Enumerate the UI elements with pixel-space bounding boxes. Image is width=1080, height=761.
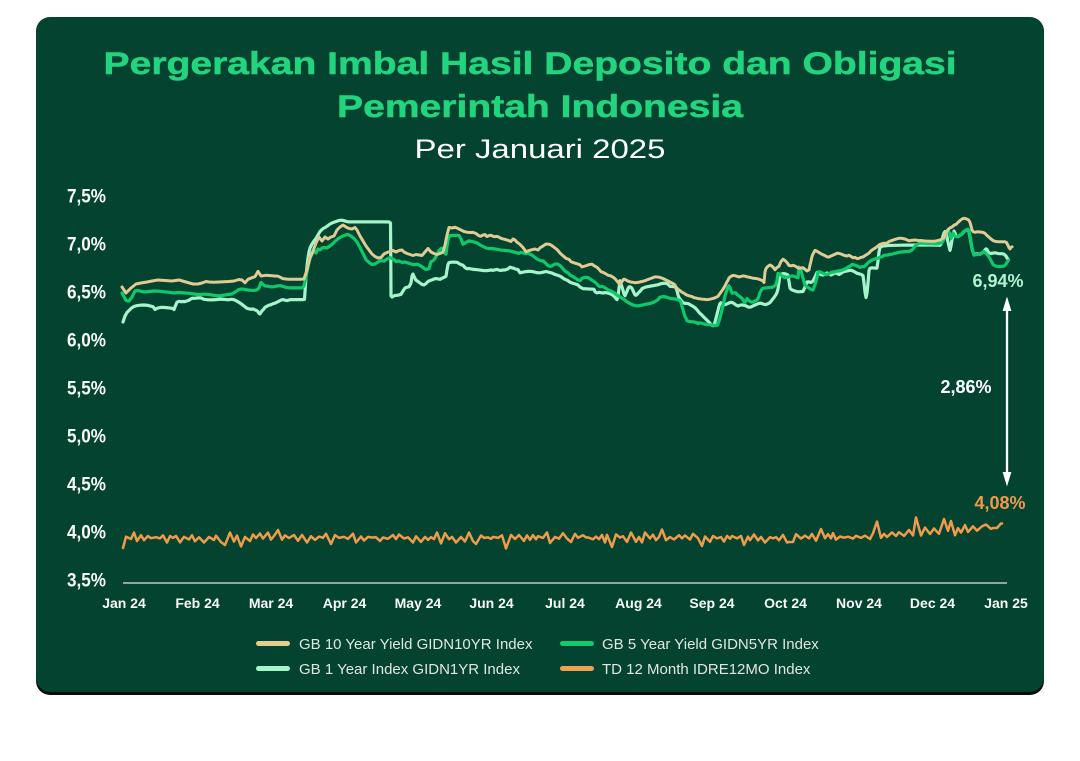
svg-text:6,94%: 6,94%	[972, 271, 1023, 291]
svg-text:Mar 24: Mar 24	[249, 595, 294, 611]
svg-text:6,5%: 6,5%	[67, 282, 106, 303]
svg-text:7,5%: 7,5%	[67, 186, 106, 207]
svg-text:Jan 24: Jan 24	[102, 595, 146, 611]
svg-text:2,86%: 2,86%	[940, 377, 991, 397]
svg-text:Jan 25: Jan 25	[984, 595, 1028, 611]
svg-text:5,5%: 5,5%	[67, 378, 106, 399]
svg-text:Feb 24: Feb 24	[175, 595, 220, 611]
svg-text:Nov 24: Nov 24	[836, 595, 882, 611]
svg-text:3,5%: 3,5%	[67, 570, 106, 591]
svg-text:4,0%: 4,0%	[67, 522, 106, 543]
svg-text:4,5%: 4,5%	[67, 474, 106, 495]
svg-text:Aug 24: Aug 24	[615, 595, 662, 611]
svg-text:May 24: May 24	[395, 595, 442, 611]
svg-text:5,0%: 5,0%	[67, 426, 106, 447]
svg-text:6,0%: 6,0%	[67, 330, 106, 351]
svg-text:Dec 24: Dec 24	[910, 595, 955, 611]
svg-text:Jul 24: Jul 24	[545, 595, 585, 611]
svg-text:Apr 24: Apr 24	[323, 595, 367, 611]
svg-text:Oct 24: Oct 24	[764, 595, 807, 611]
svg-text:Jun 24: Jun 24	[469, 595, 514, 611]
svg-text:4,08%: 4,08%	[974, 493, 1025, 513]
svg-text:Sep 24: Sep 24	[689, 595, 734, 611]
svg-text:7,0%: 7,0%	[67, 234, 106, 255]
